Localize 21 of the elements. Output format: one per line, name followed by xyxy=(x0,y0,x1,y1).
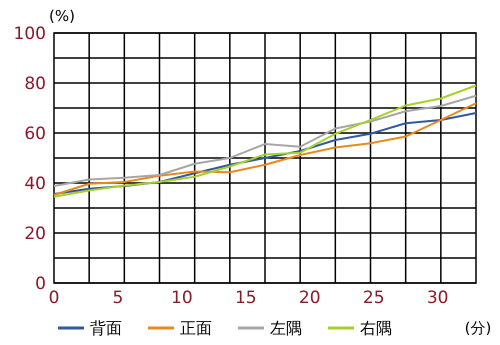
x-tick-label: 25 xyxy=(362,288,385,308)
legend-label: 右隅 xyxy=(360,318,392,338)
x-axis-title: (分) xyxy=(464,319,492,337)
x-tick-label: 5 xyxy=(112,288,124,308)
y-tick-label: 100 xyxy=(14,24,46,44)
x-tick-label: 15 xyxy=(235,288,257,308)
y-tick-label: 60 xyxy=(24,124,46,144)
legend-label: 背面 xyxy=(90,318,122,338)
legend-label: 正面 xyxy=(180,318,212,338)
y-tick-label: 40 xyxy=(24,174,46,194)
y-tick-label: 80 xyxy=(24,74,46,94)
x-tick-label: 30 xyxy=(426,288,448,308)
y-tick-label: 20 xyxy=(24,224,46,244)
x-tick-label: 0 xyxy=(48,288,60,308)
x-tick-label: 20 xyxy=(298,288,321,308)
line-series xyxy=(53,94,477,187)
legend-label: 左隅 xyxy=(270,318,302,338)
line-series xyxy=(53,84,477,198)
x-tick-label: 10 xyxy=(171,288,193,308)
y-axis-title: (%) xyxy=(49,7,75,25)
y-tick-label: 0 xyxy=(35,274,46,294)
